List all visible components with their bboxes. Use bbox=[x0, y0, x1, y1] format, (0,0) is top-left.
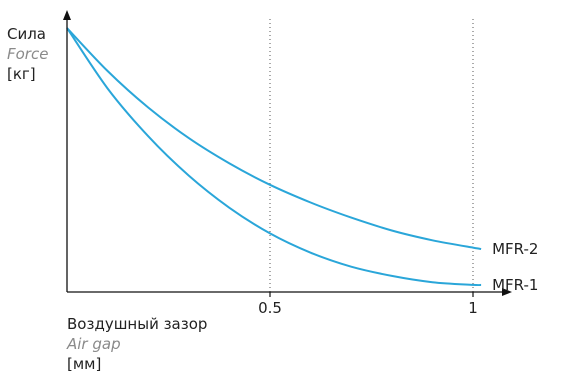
series-line-mfr-2 bbox=[66, 27, 482, 250]
y-axis-label-ru: Сила bbox=[7, 25, 47, 43]
y-axis-label-unit: [кг] bbox=[7, 65, 36, 83]
y-axis-label: Сила Force [кг] bbox=[7, 24, 48, 84]
grid-lines bbox=[269, 18, 474, 292]
x-axis-label: Воздушный зазор Air gap [мм] bbox=[67, 314, 207, 374]
x-tick-labels: 0.5 1 bbox=[258, 292, 478, 317]
series-label-mfr-2: MFR-2 bbox=[492, 240, 538, 258]
series-line-mfr-1 bbox=[66, 27, 482, 287]
x-axis-label-ru: Воздушный зазор bbox=[67, 315, 208, 333]
axes bbox=[63, 10, 512, 296]
x-tick-label-2: 1 bbox=[468, 299, 478, 317]
y-axis-label-en: Force bbox=[7, 45, 49, 63]
x-axis-label-en: Air gap bbox=[67, 335, 121, 353]
series-label-mfr-1: MFR-1 bbox=[492, 276, 538, 294]
y-axis-arrow bbox=[63, 10, 71, 20]
x-axis-arrow bbox=[502, 288, 512, 296]
x-axis-label-unit: [мм] bbox=[67, 355, 102, 373]
series-labels: MFR-2 MFR-1 bbox=[492, 240, 538, 294]
series-lines bbox=[66, 27, 482, 287]
x-tick-label-1: 0.5 bbox=[258, 299, 282, 317]
